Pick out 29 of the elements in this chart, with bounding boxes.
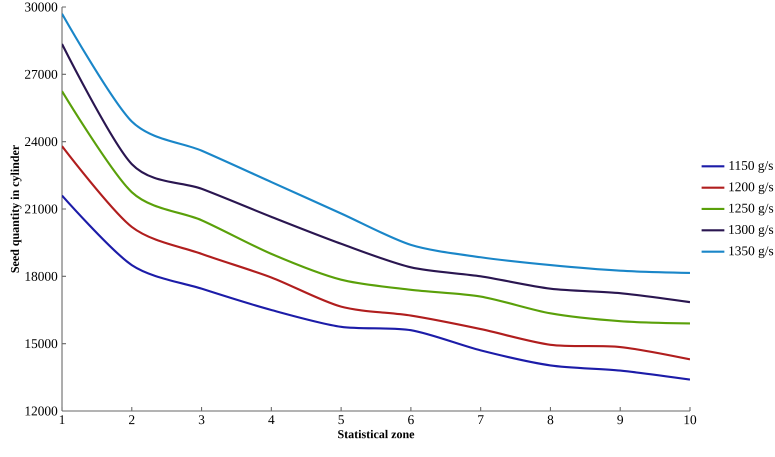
x-tick-label: 4 [268, 415, 274, 424]
x-tick-label: 9 [617, 415, 624, 424]
x-tick-label: 1 [60, 415, 65, 424]
y-tick-label: 21000 [24, 204, 58, 214]
x-tick-label: 8 [548, 415, 554, 424]
legend-label: 1300 g/s [729, 224, 774, 237]
y-tick-label: 15000 [26, 339, 58, 348]
x-tick-label: 2 [129, 415, 134, 424]
legend-label: 1150 g/s [730, 160, 773, 173]
legend-label: 1200 g/s [729, 182, 774, 194]
x-tick-label: 6 [408, 415, 414, 424]
x-axis-title: Statistical zone [338, 430, 414, 438]
line-series [62, 42, 690, 304]
y-tick-label: 24000 [24, 137, 58, 146]
x-tick-label: 7 [478, 415, 484, 424]
y-tick-label: 12000 [26, 406, 58, 416]
y-axis-title: Seed quantity in cylinder [10, 145, 22, 273]
line-series [62, 145, 690, 360]
line-series [62, 12, 690, 274]
y-tick-label: 30000 [25, 2, 58, 12]
line-series [62, 90, 690, 325]
legend-label: 1250 g/s [729, 204, 774, 216]
legend-label: 1350 g/s [729, 246, 774, 258]
x-tick-label: 5 [338, 415, 344, 424]
line-series [62, 194, 690, 381]
x-tick-label: 3 [198, 415, 204, 424]
x-tick-label: 10 [684, 415, 696, 424]
y-tick-label: 18000 [26, 272, 58, 281]
y-tick-label: 27000 [24, 70, 58, 79]
